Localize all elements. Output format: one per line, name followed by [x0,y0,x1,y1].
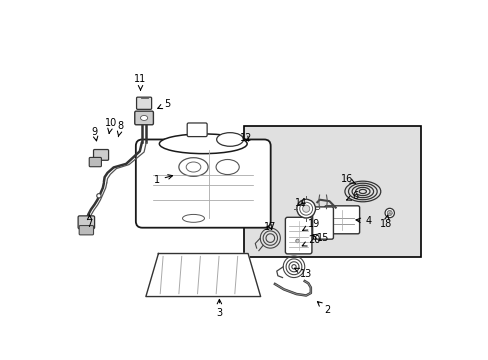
FancyBboxPatch shape [79,226,93,235]
Text: 15: 15 [312,233,328,243]
Ellipse shape [159,134,246,154]
FancyBboxPatch shape [89,157,101,167]
FancyBboxPatch shape [93,149,108,160]
Text: 12: 12 [240,133,252,143]
Ellipse shape [179,158,208,176]
FancyBboxPatch shape [136,97,151,109]
Circle shape [299,202,312,215]
Ellipse shape [186,162,201,172]
Text: 11: 11 [134,74,146,90]
Ellipse shape [216,159,239,175]
Circle shape [302,205,309,212]
Bar [244,126,420,257]
Text: 2: 2 [317,302,329,315]
Circle shape [295,239,299,243]
FancyBboxPatch shape [136,139,270,228]
FancyBboxPatch shape [135,111,153,125]
FancyBboxPatch shape [312,207,333,239]
Text: 20: 20 [302,235,320,246]
Text: 18: 18 [379,215,391,229]
Text: 6: 6 [346,191,358,201]
Circle shape [293,226,301,234]
Circle shape [386,211,391,216]
Ellipse shape [140,116,147,121]
Circle shape [293,237,301,244]
Text: 10: 10 [105,118,117,133]
Circle shape [384,208,394,218]
Ellipse shape [294,228,300,232]
FancyBboxPatch shape [324,206,359,234]
Text: 17: 17 [264,222,276,231]
FancyBboxPatch shape [285,217,311,254]
FancyBboxPatch shape [78,216,94,229]
FancyBboxPatch shape [187,123,207,136]
Text: 7: 7 [86,215,93,229]
Text: 8: 8 [117,121,123,137]
Circle shape [296,199,315,218]
Text: 14: 14 [294,198,306,208]
Text: 19: 19 [302,219,320,230]
Text: 9: 9 [91,127,98,141]
Text: 4: 4 [355,216,370,226]
Ellipse shape [182,215,204,222]
Polygon shape [145,253,260,297]
Text: 16: 16 [340,174,355,184]
Ellipse shape [216,133,243,146]
Text: 13: 13 [294,268,312,279]
Circle shape [97,194,101,198]
Text: 3: 3 [216,300,222,318]
Text: 1: 1 [153,175,172,185]
Text: 5: 5 [158,99,170,109]
